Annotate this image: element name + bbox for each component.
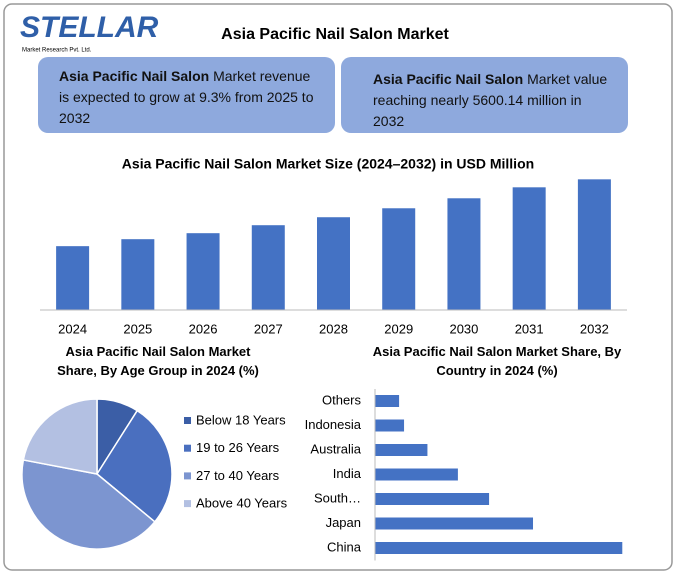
legend-label: 27 to 40 Years bbox=[196, 468, 280, 483]
bar bbox=[186, 233, 220, 310]
bar bbox=[375, 517, 534, 530]
legend-swatch bbox=[184, 417, 191, 424]
legend-label: Above 40 Years bbox=[196, 496, 288, 511]
bar bbox=[317, 217, 350, 310]
legend-swatch bbox=[184, 500, 191, 508]
x-tick-label: 2025 bbox=[123, 321, 152, 336]
bar bbox=[577, 179, 611, 310]
logo: STELLAR bbox=[20, 11, 159, 44]
x-tick-label: 2031 bbox=[515, 321, 544, 336]
y-tick-label: China bbox=[327, 539, 362, 554]
bar bbox=[375, 444, 428, 456]
bar bbox=[251, 225, 285, 310]
chart-title: Asia Pacific Nail Salon Market Share, By … bbox=[57, 344, 259, 378]
box-bold: Asia Pacific Nail Salon bbox=[373, 71, 524, 87]
x-tick-label: 2024 bbox=[58, 321, 87, 336]
box-text: Market revenue is expected to grow at 9.… bbox=[59, 68, 314, 126]
x-tick-label: 2029 bbox=[384, 321, 413, 336]
bar bbox=[375, 493, 490, 505]
frame bbox=[3, 3, 673, 571]
x-tick-label: 2028 bbox=[319, 321, 348, 336]
chart-title: Asia Pacific Nail Salon Market Share, By… bbox=[373, 344, 622, 378]
y-tick-label: South… bbox=[314, 490, 361, 505]
legend-label: Below 18 Years bbox=[196, 412, 286, 427]
pie-slice bbox=[22, 398, 98, 475]
pie-slice bbox=[21, 459, 156, 550]
x-tick-label: 2032 bbox=[580, 321, 609, 336]
bar bbox=[375, 542, 623, 554]
bar bbox=[121, 239, 155, 310]
box-text: Market value reaching nearly 5600.14 mil… bbox=[373, 71, 608, 129]
bar bbox=[382, 208, 416, 310]
bar bbox=[56, 246, 90, 310]
box-bold: Asia Pacific Nail Salon bbox=[59, 68, 210, 84]
bar bbox=[375, 419, 405, 432]
legend-label: 19 to 26 Years bbox=[196, 440, 280, 455]
y-tick-label: Australia bbox=[310, 441, 361, 456]
info-box: Asia Pacific Nail Salon Market value rea… bbox=[341, 57, 628, 133]
info-box: Asia Pacific Nail Salon Market revenue i… bbox=[38, 57, 335, 133]
x-tick-label: 2030 bbox=[449, 321, 478, 336]
legend-swatch bbox=[184, 472, 191, 480]
bar bbox=[375, 468, 458, 481]
bar bbox=[375, 395, 400, 407]
y-tick-label: Others bbox=[322, 392, 362, 407]
y-tick-label: Indonesia bbox=[305, 417, 362, 432]
bar bbox=[447, 198, 481, 310]
y-tick-label: Japan bbox=[326, 515, 361, 530]
y-tick-label: India bbox=[333, 466, 362, 481]
x-tick-label: 2027 bbox=[254, 321, 283, 336]
bar bbox=[512, 187, 546, 310]
title: Asia Pacific Nail Salon Market bbox=[221, 26, 449, 43]
x-tick-label: 2026 bbox=[189, 321, 218, 336]
logo-subtitle: Market Research Pvt. Ltd. bbox=[22, 48, 92, 54]
legend-swatch bbox=[184, 444, 191, 452]
pie-slice bbox=[96, 409, 173, 523]
chart-title: Asia Pacific Nail Salon Market Size (202… bbox=[122, 156, 534, 172]
